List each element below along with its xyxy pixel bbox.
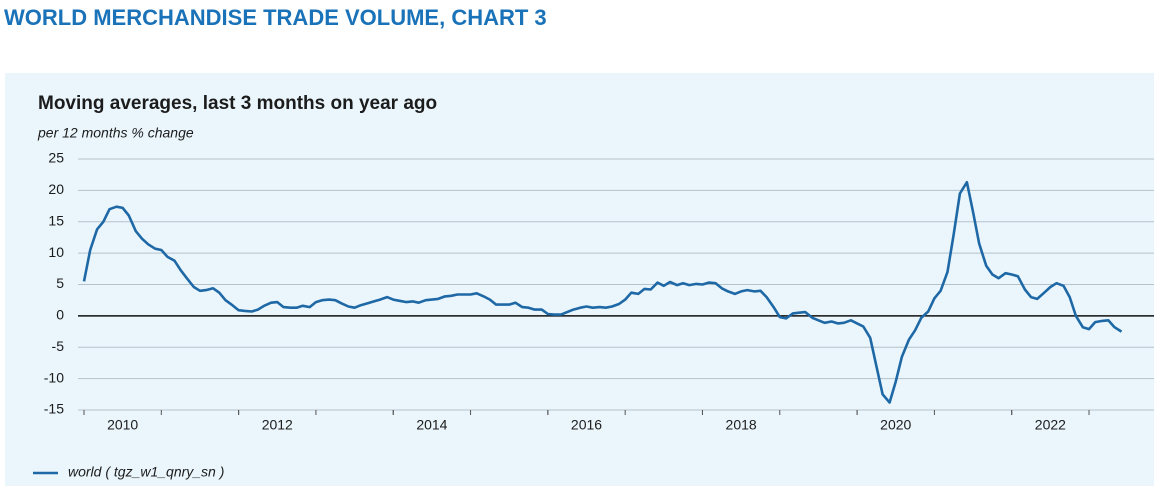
y-tick-label: 25	[48, 150, 64, 166]
chart-subtitle: per 12 months % change	[37, 125, 194, 141]
y-tick-label: 0	[56, 307, 64, 323]
x-tick-label: 2020	[880, 417, 911, 433]
y-tick-label: -10	[44, 369, 64, 385]
x-tick-label: 2016	[571, 417, 602, 433]
page-title: WORLD MERCHANDISE TRADE VOLUME, CHART 3	[4, 5, 547, 30]
x-tick-label: 2014	[416, 417, 447, 433]
y-tick-label: 15	[48, 212, 64, 228]
y-tick-label: 20	[48, 181, 64, 197]
y-tick-label: 10	[48, 244, 64, 260]
y-tick-label: 5	[56, 275, 64, 291]
chart-title: Moving averages, last 3 months on year a…	[38, 93, 437, 114]
x-tick-label: 2018	[726, 417, 757, 433]
chart-panel	[5, 73, 1154, 486]
x-tick-label: 2010	[107, 417, 138, 433]
legend-label: world ( tgz_w1_qnry_sn )	[68, 464, 224, 480]
series-line	[82, 180, 1123, 404]
x-tick-label: 2012	[262, 417, 293, 433]
x-tick-label: 2022	[1035, 417, 1066, 433]
y-tick-label: -15	[44, 401, 64, 417]
y-tick-label: -5	[52, 338, 65, 354]
